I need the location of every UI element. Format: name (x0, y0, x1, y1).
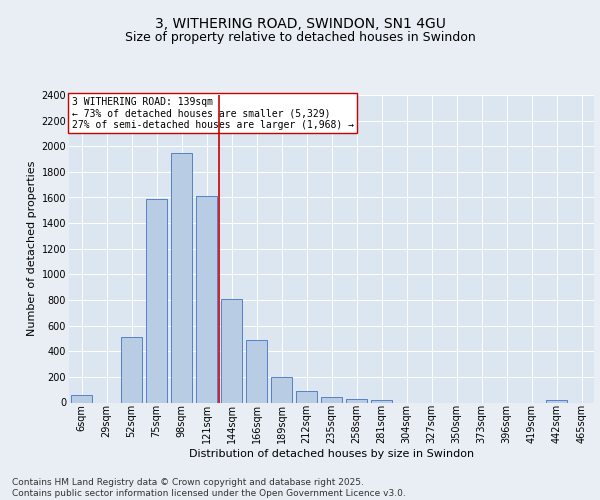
Bar (246, 340, 267, 402)
Bar (321, 398, 342, 402)
Bar (346, 400, 367, 402)
Bar (296, 391, 317, 402)
Bar (546, 400, 567, 402)
Bar (171, 152, 192, 402)
Bar (146, 199, 167, 402)
Bar (221, 298, 242, 403)
Bar (71, 396, 92, 402)
Text: Size of property relative to detached houses in Swindon: Size of property relative to detached ho… (125, 31, 475, 44)
Bar (271, 377, 292, 402)
Bar (196, 196, 217, 402)
Text: Contains HM Land Registry data © Crown copyright and database right 2025.
Contai: Contains HM Land Registry data © Crown c… (12, 478, 406, 498)
Text: 3 WITHERING ROAD: 139sqm
← 73% of detached houses are smaller (5,329)
27% of sem: 3 WITHERING ROAD: 139sqm ← 73% of detach… (71, 96, 353, 130)
X-axis label: Distribution of detached houses by size in Swindon: Distribution of detached houses by size … (189, 449, 474, 459)
Text: 3, WITHERING ROAD, SWINDON, SN1 4GU: 3, WITHERING ROAD, SWINDON, SN1 4GU (155, 18, 445, 32)
Bar (121, 337, 142, 402)
Bar (371, 400, 392, 402)
Y-axis label: Number of detached properties: Number of detached properties (28, 161, 37, 336)
